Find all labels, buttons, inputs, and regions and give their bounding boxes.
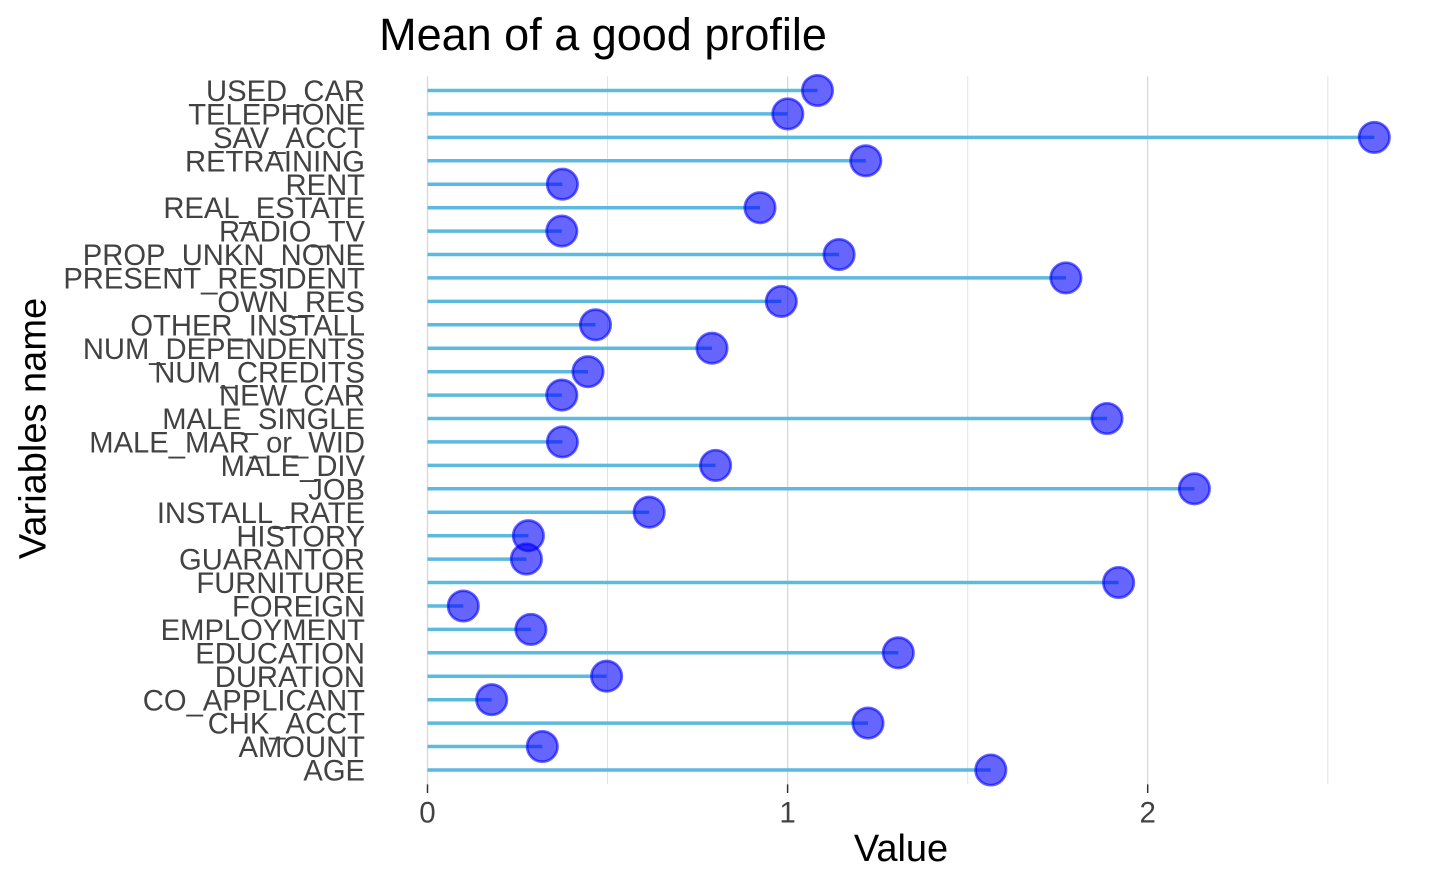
svg-text:AMOUNT: AMOUNT: [239, 732, 366, 764]
svg-text:RENT: RENT: [286, 170, 366, 202]
svg-text:NUM_DEPENDENTS: NUM_DEPENDENTS: [83, 334, 365, 366]
svg-text:PROP_UNKN_NONE: PROP_UNKN_NONE: [83, 240, 365, 272]
svg-text:USED_CAR: USED_CAR: [206, 76, 365, 108]
svg-text:TELEPHONE: TELEPHONE: [188, 100, 365, 132]
svg-text:EDUCATION: EDUCATION: [195, 638, 365, 670]
svg-text:INSTALL_RATE: INSTALL_RATE: [157, 498, 365, 530]
svg-text:SAV_ACCT: SAV_ACCT: [213, 123, 365, 155]
svg-text:MALE_MAR_or_WID: MALE_MAR_or_WID: [89, 428, 365, 460]
svg-text:CHK_ACCT: CHK_ACCT: [208, 709, 365, 741]
svg-text:GUARANTOR: GUARANTOR: [179, 545, 365, 577]
svg-text:Variables name: Variables name: [13, 298, 55, 559]
svg-text:1: 1: [779, 797, 795, 830]
svg-text:NEW_CAR: NEW_CAR: [219, 381, 365, 413]
svg-text:MALE_DIV: MALE_DIV: [221, 451, 366, 483]
svg-text:EMPLOYMENT: EMPLOYMENT: [161, 615, 366, 647]
svg-text:NUM_CREDITS: NUM_CREDITS: [154, 357, 365, 389]
svg-text:RADIO_TV: RADIO_TV: [219, 217, 365, 249]
svg-text:FURNITURE: FURNITURE: [196, 568, 365, 600]
svg-text:0: 0: [419, 797, 435, 830]
svg-text:Mean of a good profile: Mean of a good profile: [379, 9, 827, 60]
svg-text:OTHER_INSTALL: OTHER_INSTALL: [130, 310, 365, 342]
svg-text:HISTORY: HISTORY: [236, 521, 365, 553]
svg-text:AGE: AGE: [303, 756, 365, 788]
svg-text:2: 2: [1139, 797, 1155, 830]
svg-text:REAL_ESTATE: REAL_ESTATE: [163, 193, 365, 225]
svg-text:DURATION: DURATION: [215, 662, 365, 694]
svg-text:MALE_SINGLE: MALE_SINGLE: [162, 404, 365, 436]
svg-text:CO_APPLICANT: CO_APPLICANT: [143, 685, 365, 717]
svg-text:OWN_RES: OWN_RES: [217, 287, 365, 319]
svg-text:JOB: JOB: [308, 474, 365, 506]
svg-text:Value: Value: [854, 828, 948, 870]
svg-text:FOREIGN: FOREIGN: [232, 592, 365, 624]
svg-text:PRESENT_RESIDENT: PRESENT_RESIDENT: [63, 264, 365, 296]
svg-text:RETRAINING: RETRAINING: [185, 146, 365, 178]
